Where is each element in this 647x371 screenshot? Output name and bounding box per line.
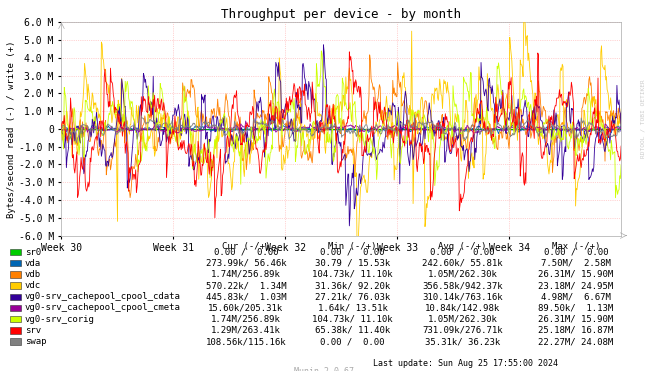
Text: 104.73k/ 11.10k: 104.73k/ 11.10k <box>313 270 393 279</box>
Text: 27.21k/ 76.03k: 27.21k/ 76.03k <box>315 292 390 301</box>
Text: sr0: sr0 <box>25 247 41 256</box>
Text: 30.79 / 15.53k: 30.79 / 15.53k <box>315 259 390 268</box>
Text: 0.00 /  0.00: 0.00 / 0.00 <box>320 337 385 346</box>
FancyBboxPatch shape <box>10 294 21 300</box>
Text: 1.74M/256.89k: 1.74M/256.89k <box>211 270 281 279</box>
Text: 1.74M/256.89k: 1.74M/256.89k <box>211 315 281 324</box>
Text: 1.64k/ 13.51k: 1.64k/ 13.51k <box>318 303 388 312</box>
FancyBboxPatch shape <box>10 271 21 278</box>
FancyBboxPatch shape <box>10 316 21 322</box>
Text: 10.84k/142.98k: 10.84k/142.98k <box>425 303 500 312</box>
Text: vg0-srv_cachepool_cpool_cdata: vg0-srv_cachepool_cpool_cdata <box>25 292 181 301</box>
Text: vdc: vdc <box>25 281 41 290</box>
Text: 1.29M/263.41k: 1.29M/263.41k <box>211 326 281 335</box>
FancyBboxPatch shape <box>10 282 21 289</box>
Text: 242.60k/ 55.81k: 242.60k/ 55.81k <box>422 259 503 268</box>
Text: 31.36k/ 92.20k: 31.36k/ 92.20k <box>315 281 390 290</box>
Text: 26.31M/ 15.90M: 26.31M/ 15.90M <box>538 270 613 279</box>
FancyBboxPatch shape <box>10 249 21 255</box>
Text: vg0-srv_cachepool_cpool_cmeta: vg0-srv_cachepool_cpool_cmeta <box>25 303 181 312</box>
Text: 108.56k/115.16k: 108.56k/115.16k <box>206 337 286 346</box>
Text: vdb: vdb <box>25 270 41 279</box>
Text: 570.22k/  1.34M: 570.22k/ 1.34M <box>206 281 286 290</box>
Text: 23.18M/ 24.95M: 23.18M/ 24.95M <box>538 281 613 290</box>
Text: 356.58k/942.37k: 356.58k/942.37k <box>422 281 503 290</box>
Text: Max (-/+): Max (-/+) <box>552 242 600 251</box>
Text: 26.31M/ 15.90M: 26.31M/ 15.90M <box>538 315 613 324</box>
Text: 22.27M/ 24.08M: 22.27M/ 24.08M <box>538 337 613 346</box>
Text: Munin 2.0.67: Munin 2.0.67 <box>294 367 353 371</box>
Text: vg0-srv_corig: vg0-srv_corig <box>25 315 94 324</box>
Text: Min (-/+): Min (-/+) <box>329 242 377 251</box>
Text: 7.50M/  2.58M: 7.50M/ 2.58M <box>541 259 611 268</box>
Text: 445.83k/  1.03M: 445.83k/ 1.03M <box>206 292 286 301</box>
Y-axis label: Bytes/second read (-) / write (+): Bytes/second read (-) / write (+) <box>7 40 16 218</box>
Text: Cur (-/+): Cur (-/+) <box>222 242 270 251</box>
Text: 0.00 /  0.00: 0.00 / 0.00 <box>320 247 385 256</box>
Text: 25.18M/ 16.87M: 25.18M/ 16.87M <box>538 326 613 335</box>
Text: 0.00 /  0.00: 0.00 / 0.00 <box>430 247 495 256</box>
Text: 65.38k/ 11.40k: 65.38k/ 11.40k <box>315 326 390 335</box>
Title: Throughput per device - by month: Throughput per device - by month <box>221 8 461 21</box>
Text: 731.09k/276.71k: 731.09k/276.71k <box>422 326 503 335</box>
Text: 1.05M/262.30k: 1.05M/262.30k <box>428 270 498 279</box>
Text: 15.60k/205.31k: 15.60k/205.31k <box>208 303 283 312</box>
Text: RDTOOL / TOBI OETIKER: RDTOOL / TOBI OETIKER <box>641 79 646 158</box>
FancyBboxPatch shape <box>10 305 21 311</box>
Text: Last update: Sun Aug 25 17:55:00 2024: Last update: Sun Aug 25 17:55:00 2024 <box>373 359 558 368</box>
Text: Avg (-/+): Avg (-/+) <box>439 242 487 251</box>
Text: 0.00 /  0.00: 0.00 / 0.00 <box>543 247 608 256</box>
Text: swap: swap <box>25 337 46 346</box>
Text: 104.73k/ 11.10k: 104.73k/ 11.10k <box>313 315 393 324</box>
Text: 4.98M/  6.67M: 4.98M/ 6.67M <box>541 292 611 301</box>
Text: 35.31k/ 36.23k: 35.31k/ 36.23k <box>425 337 500 346</box>
Text: 310.14k/763.16k: 310.14k/763.16k <box>422 292 503 301</box>
Text: 273.99k/ 56.46k: 273.99k/ 56.46k <box>206 259 286 268</box>
Text: srv: srv <box>25 326 41 335</box>
Text: 0.00 /  0.00: 0.00 / 0.00 <box>214 247 278 256</box>
FancyBboxPatch shape <box>10 327 21 334</box>
Text: 89.50k/  1.13M: 89.50k/ 1.13M <box>538 303 613 312</box>
FancyBboxPatch shape <box>10 260 21 266</box>
Text: vda: vda <box>25 259 41 268</box>
Text: 1.05M/262.30k: 1.05M/262.30k <box>428 315 498 324</box>
FancyBboxPatch shape <box>10 338 21 345</box>
